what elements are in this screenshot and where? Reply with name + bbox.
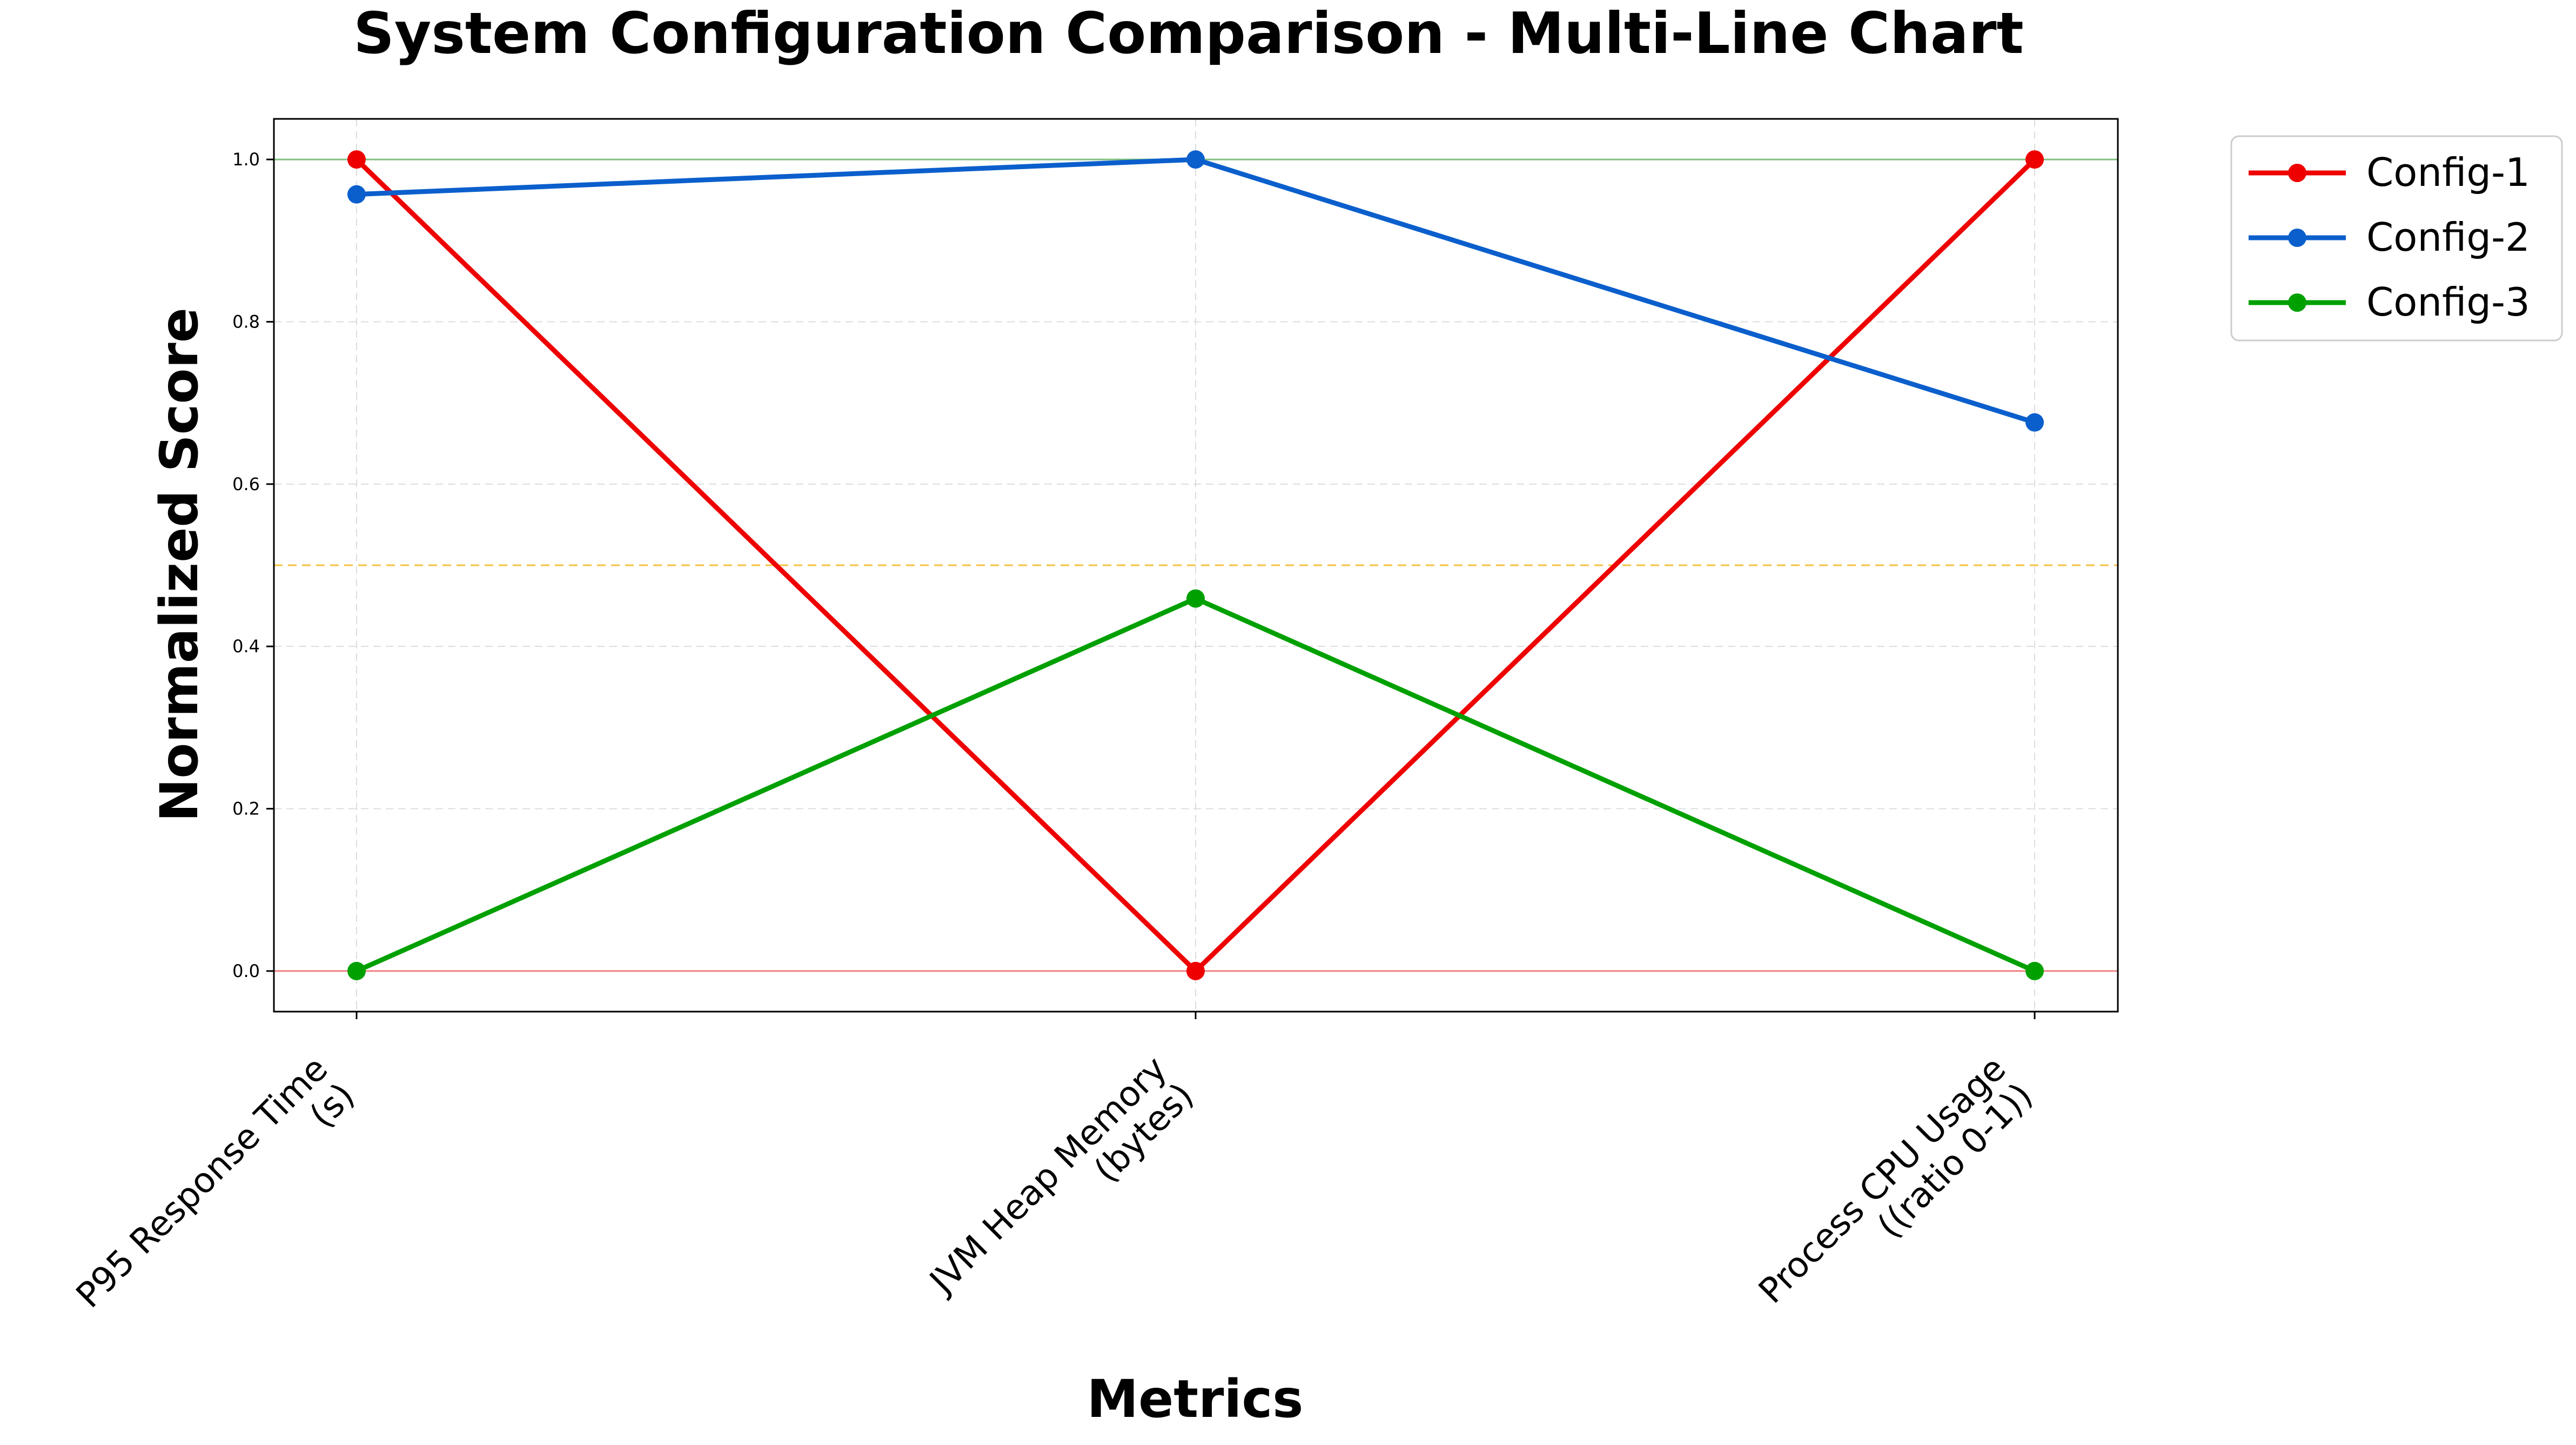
data-point (2025, 150, 2044, 169)
series-group (347, 150, 2044, 980)
x-axis-label: Metrics (1087, 1369, 1304, 1429)
legend-marker (2288, 164, 2306, 182)
y-tick-label: 0.0 (232, 961, 260, 981)
data-point (2025, 413, 2044, 432)
y-tick-label: 0.4 (232, 636, 260, 657)
data-point (2025, 961, 2044, 980)
data-point (1186, 589, 1205, 608)
chart-title: System Configuration Comparison - Multi-… (353, 1, 2023, 66)
series-config-1 (347, 150, 2044, 980)
legend-label: Config-1 (2366, 150, 2530, 195)
y-tick-label: 0.2 (232, 799, 260, 819)
y-axis-label: Normalized Score (149, 307, 210, 822)
data-point (347, 150, 366, 169)
legend-item: Config-2 (2249, 215, 2530, 260)
legend-box (2230, 135, 2563, 342)
y-tick-label: 0.6 (232, 474, 260, 494)
y-tick-label: 1.0 (232, 149, 260, 170)
y-tick-label: 0.8 (232, 311, 260, 332)
legend-item: Config-3 (2249, 279, 2530, 325)
legend-marker (2288, 293, 2306, 312)
legend-item: Config-1 (2249, 150, 2530, 195)
data-point (1186, 961, 1205, 980)
data-point (347, 961, 366, 980)
series-config-2 (347, 150, 2044, 432)
legend-label: Config-3 (2366, 279, 2530, 325)
legend-label: Config-2 (2366, 215, 2530, 260)
data-point (1186, 150, 1205, 169)
legend-marker (2288, 229, 2306, 247)
legend: Config-1 Config-2 Config-3 (2230, 135, 2563, 342)
data-point (347, 185, 366, 204)
series-config-3 (347, 589, 2044, 980)
y-ticks: 0.0 0.2 0.4 0.6 0.8 1.0 (232, 149, 274, 981)
